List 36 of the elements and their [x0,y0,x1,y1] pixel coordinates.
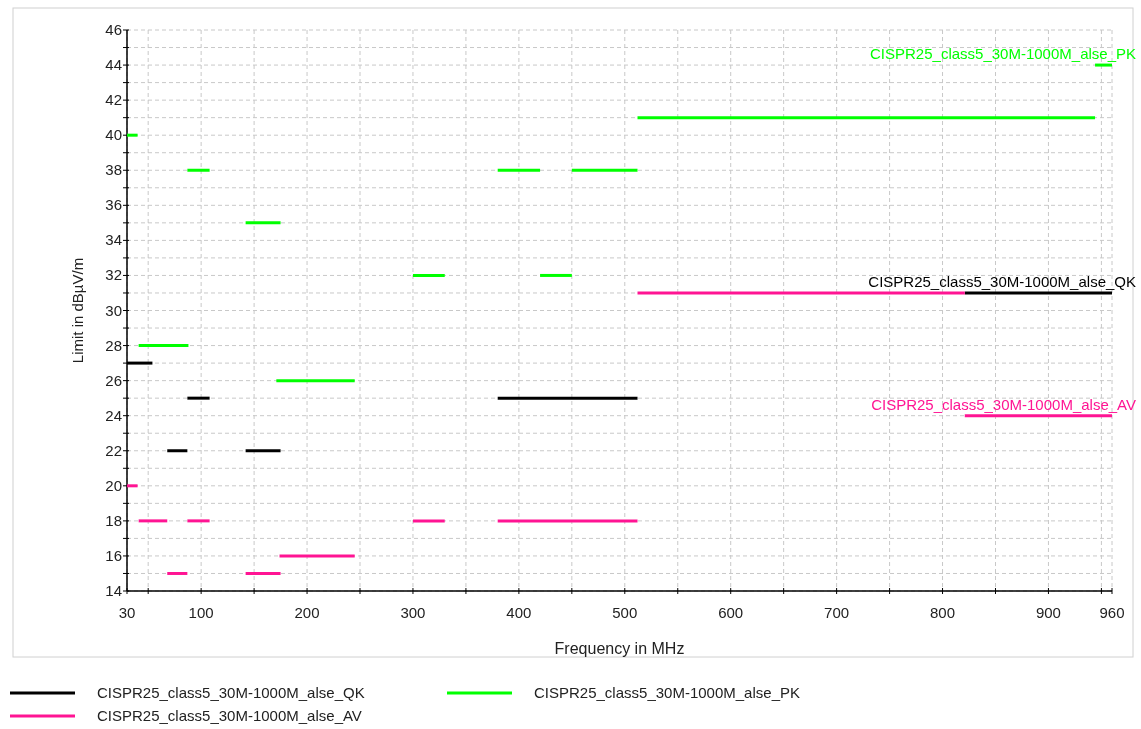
y-tick-label: 36 [105,196,122,214]
y-tick-label: 38 [105,161,122,179]
x-tick-label: 500 [612,604,638,621]
x-tick-label: 960 [1099,604,1125,621]
x-tick-label: 900 [1035,604,1061,621]
x-tick-label: 600 [718,604,744,621]
legend-label: CISPR25_class5_30M-1000M_alse_PK [534,684,800,701]
y-tick-label: 28 [105,336,122,354]
x-tick-label: 400 [506,604,532,621]
legend-label: CISPR25_class5_30M-1000M_alse_AV [97,707,362,724]
y-tick-label: 46 [105,21,122,38]
y-tick-label: 14 [105,582,122,599]
x-tick-label: 100 [188,604,214,621]
y-tick-label: 18 [105,511,122,529]
x-axis-title: Frequency in MHz [554,640,685,657]
legend-label: CISPR25_class5_30M-1000M_alse_QK [97,684,365,701]
x-tick-label: 300 [400,604,426,621]
y-tick-label: 40 [105,126,122,144]
y-tick-label: 42 [105,91,122,109]
y-tick-label: 30 [105,301,122,319]
text: CISPR25_class5_30M-1000M_alse_PK [870,45,1136,63]
y-tick-label: 22 [105,441,122,459]
y-axis-title: Limit in dBµV/m [69,257,86,364]
y-tick-label: 16 [105,546,122,564]
y-tick-label: 20 [105,476,122,494]
x-tick-label: 200 [294,604,320,621]
y-tick-label: 32 [105,266,122,284]
y-tick-label: 26 [105,371,122,389]
y-tick-label: 24 [105,406,122,424]
text: CISPR25_class5_30M-1000M_alse_AV [871,395,1136,413]
y-tick-label: 44 [105,56,122,74]
text: CISPR25_class5_30M-1000M_alse_QK [868,272,1136,290]
x-tick-label: 800 [930,604,956,621]
y-tick-label: 34 [105,231,122,249]
x-tick-label: 700 [824,604,850,621]
x-tick-label: 30 [118,604,136,621]
